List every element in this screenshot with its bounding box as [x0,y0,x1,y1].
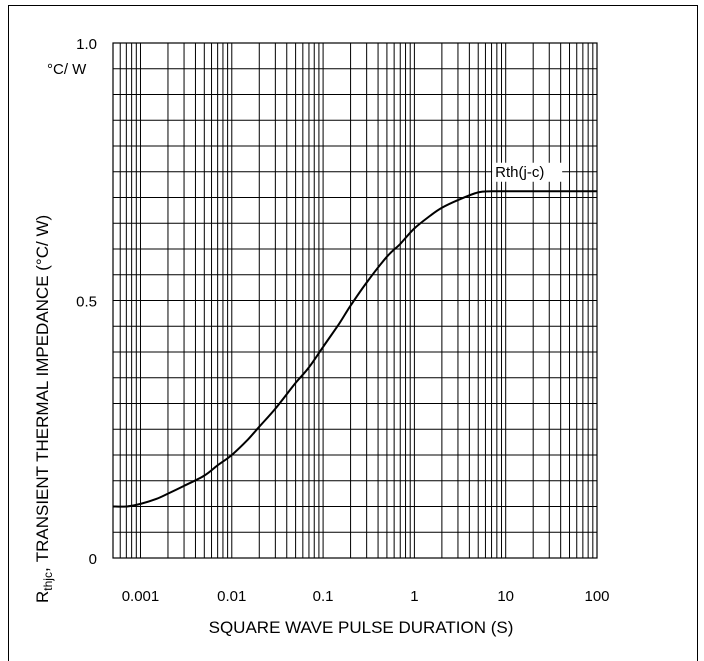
y-unit-label: °C/ W [47,61,87,78]
y-axis-label-prefix: R [33,591,52,603]
x-tick-label: 1 [410,588,418,605]
x-tick-label: 0.01 [217,588,246,605]
x-axis-label: SQUARE WAVE PULSE DURATION (S) [209,618,514,637]
y-axis-label: Rthjc, TRANSIENT THERMAL IMPEDANCE (°C/ W… [33,215,55,603]
tick-labels: 0.001 0.01 0.1 1 10 100 0 0.5 1.0 [76,36,609,605]
annotation-background [492,162,563,182]
series-line-rth-jc [112,190,597,508]
y-tick-label: 1.0 [76,36,97,53]
y-axis-label-sep: , [33,567,52,572]
series-annotation: Rth(j-c) [495,164,544,181]
plot-area-border [112,42,598,559]
svg-text:Rthjc,TRANSIENT THERMAL IMPEDA: Rthjc, TRANSIENT THERMAL IMPEDANCE (°C/ W… [33,215,55,603]
chart-grid [112,42,598,559]
x-tick-label: 0.001 [122,588,160,605]
y-axis-label-text: TRANSIENT THERMAL IMPEDANCE (°C/ W) [33,215,52,562]
y-tick-label: 0 [89,551,97,568]
chart-frame [8,5,698,661]
y-tick-label: 0.5 [76,294,97,311]
y-axis-label-subscript: thjc [41,572,55,591]
x-tick-label: 100 [584,588,609,605]
x-tick-label: 10 [497,588,514,605]
x-tick-label: 0.1 [313,588,334,605]
